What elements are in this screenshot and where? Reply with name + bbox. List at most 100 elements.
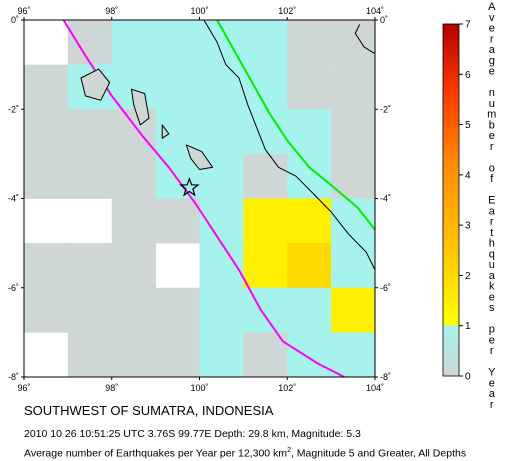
grid-cell (243, 20, 288, 65)
colorbar-label: 7 (465, 20, 471, 31)
colorbar-title-letter: e (489, 291, 496, 303)
region-title: SOUTHWEST OF SUMATRA, INDONESIA (24, 403, 274, 418)
colorbar-title-letter: q (489, 248, 496, 260)
lon-label-top: 100˚ (190, 6, 208, 16)
grid-cell (199, 287, 244, 333)
grid-cell (331, 153, 376, 199)
colorbar-title-letter: b (489, 119, 496, 131)
lat-label-left: -8˚ (8, 372, 19, 382)
event-depth: Depth: 29.8 km, (214, 428, 289, 440)
lon-label-bottom: 104˚ (366, 383, 384, 393)
grid-cell (331, 332, 376, 378)
lon-label-top: 102˚ (278, 6, 296, 16)
seismicity-grid (24, 20, 376, 378)
stats-prefix: Average number of Earthquakes per Year p… (24, 447, 288, 460)
grid-cell (287, 287, 332, 333)
colorbar-label: 6 (465, 70, 471, 81)
grid-cell (243, 332, 288, 378)
colorbar-title-letter: g (489, 55, 496, 67)
stats-suffix: , Magnitude 5 and Greater, All Depths (290, 447, 467, 460)
colorbar-title-letter: e (489, 23, 496, 35)
grid-cell (287, 243, 332, 289)
grid-cell (199, 332, 244, 378)
lon-label-top: 104˚ (366, 6, 384, 16)
colorbar-title-letter: k (489, 281, 495, 293)
grid-cell (243, 109, 288, 155)
island-north (80, 68, 111, 101)
grid-cell (67, 109, 113, 155)
grid-cell (67, 153, 113, 199)
event-latitude: 3.76S (147, 428, 176, 440)
grid-cell (199, 109, 244, 155)
lat-label-left: -6˚ (8, 283, 19, 293)
colorbar-title-letter: r (490, 345, 494, 357)
grid-cell (331, 287, 376, 333)
colorbar-scale (442, 23, 460, 377)
lat-label-right: -8˚ (380, 372, 391, 382)
event-longitude: 99.77E (178, 428, 212, 440)
epicenter-icon (179, 177, 200, 197)
grid-cell (287, 109, 332, 155)
grid-cell (155, 64, 200, 110)
colorbar-title-letter: e (489, 66, 496, 78)
epicenter-star (179, 177, 200, 197)
trench-line (62, 19, 345, 378)
island-south (185, 144, 214, 170)
grid-cell (155, 332, 200, 378)
stats-superscript: 2 (287, 447, 291, 454)
colorbar-label: 5 (465, 120, 471, 131)
colorbar-title-letter: u (489, 98, 496, 110)
grid-cell (243, 287, 288, 333)
colorbar-title-letter: E (488, 195, 496, 207)
lat-label-left: 0˚ (11, 15, 19, 25)
grid-cell (287, 64, 332, 110)
colorbar-label: 3 (465, 221, 471, 232)
lat-label-right: 0˚ (380, 15, 388, 25)
grid-cell (24, 64, 69, 110)
grid-cell (331, 109, 376, 155)
grid-cell (331, 64, 376, 110)
lat-label-right: -2˚ (380, 104, 391, 114)
lon-label-top: 96˚ (17, 6, 30, 16)
fault-line (216, 19, 376, 231)
grid-cell (287, 198, 332, 244)
colorbar-title-letter: e (489, 377, 496, 389)
colorbar-title-letter: e (489, 334, 496, 346)
colorbar-label: 4 (465, 170, 471, 181)
lon-label-bottom: 100˚ (190, 383, 208, 393)
colorbar-title-letter: p (489, 324, 496, 336)
lat-label-left: -4˚ (8, 194, 19, 204)
colorbar-title-letter: s (489, 302, 495, 314)
stats-description: Average number of Earthquakes per Year p… (24, 447, 466, 460)
grid-cell (111, 20, 156, 65)
lat-label-right: -6˚ (380, 283, 391, 293)
grid-cell (243, 198, 288, 244)
grid-cell (67, 243, 113, 289)
colorbar-title-letter: v (489, 12, 495, 24)
colorbar-title-letter: a (489, 388, 496, 400)
event-magnitude: Magnitude: 5.3 (291, 428, 361, 440)
grid-cell (287, 20, 332, 65)
grid-cell (67, 332, 113, 378)
colorbar-title-letter: t (490, 227, 494, 239)
grid-cell (155, 287, 200, 333)
colorbar-label: 1 (465, 321, 471, 332)
colorbar-title-letter: m (487, 109, 497, 121)
grid-cell (331, 20, 376, 65)
grid-cell (24, 109, 69, 155)
grid-cell (24, 243, 69, 289)
grid-cell (243, 64, 288, 110)
grid-cell (199, 64, 244, 110)
island-small (161, 124, 170, 139)
colorbar-title-letter: r (490, 141, 494, 153)
lon-label-top: 98˚ (105, 6, 118, 16)
colorbar-title-letter: a (489, 44, 496, 56)
coastline (80, 19, 376, 271)
grid-cell (155, 20, 200, 65)
grid-cell (67, 287, 113, 333)
grid-cell (24, 153, 69, 199)
colorbar-label: 0 (465, 372, 471, 383)
colorbar-label: 2 (465, 271, 471, 282)
lon-label-bottom: 98˚ (105, 383, 118, 393)
colorbar-title-letter: n (489, 87, 496, 99)
